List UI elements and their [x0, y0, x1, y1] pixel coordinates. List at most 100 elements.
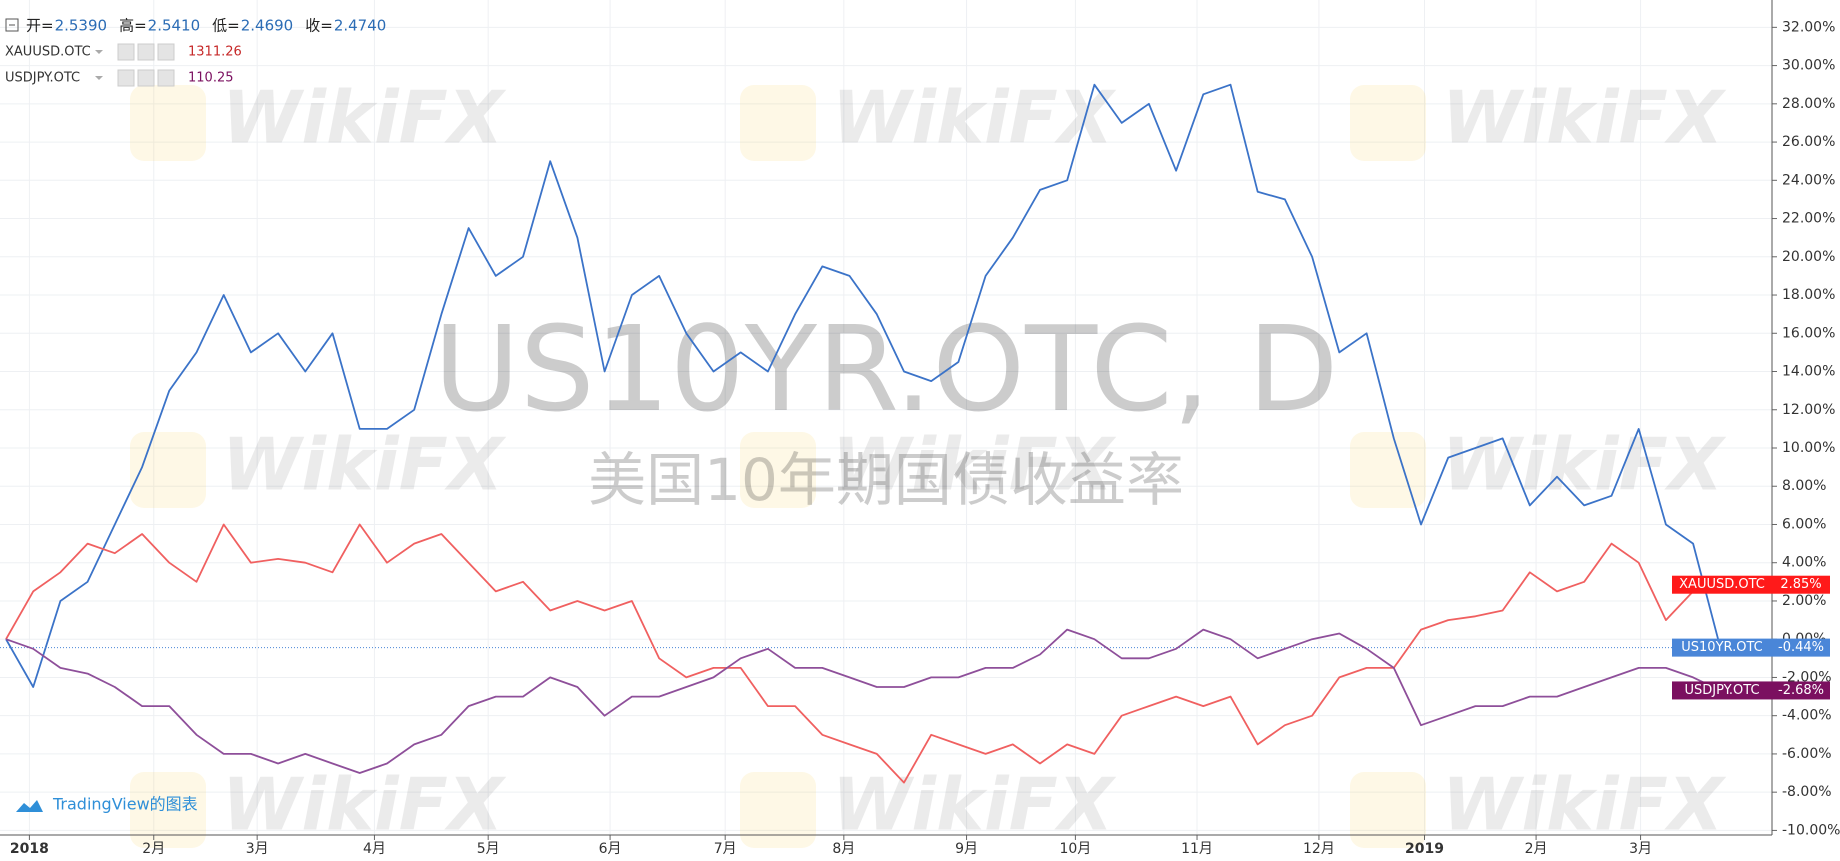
watermark-text: WikiFX — [222, 763, 507, 847]
legend-name: XAUUSD.OTC — [5, 45, 91, 60]
watermarks: WikiFX WikiFX WikiFX WikiFX WikiFX WikiFX Wiki… — [130, 76, 1727, 848]
watermark-text: WikiFX — [832, 76, 1117, 160]
y-tick-label: 20.00% — [1782, 249, 1835, 265]
y-tick-label: 2.00% — [1782, 593, 1826, 609]
y-tick-label: -10.00% — [1782, 822, 1840, 838]
y-tick-label: 28.00% — [1782, 96, 1835, 112]
y-tick-label: 26.00% — [1782, 134, 1835, 150]
y-tick-label: 12.00% — [1782, 402, 1835, 418]
ohlc-label: 高= — [119, 17, 147, 35]
watermark-text: WikiFX — [1442, 76, 1727, 160]
ohlc-value: 2.5410 — [148, 17, 201, 35]
x-tick-label: 3月 — [1629, 841, 1652, 857]
y-tick-label: -2.00% — [1782, 669, 1832, 685]
legend-dropdown — [95, 50, 103, 54]
legend-value: 1311.26 — [188, 45, 242, 60]
x-tick-label: 2月 — [1525, 841, 1548, 857]
watermark-logo — [130, 85, 206, 161]
watermark-text: WikiFX — [1442, 423, 1727, 507]
x-tick-label: 8月 — [832, 841, 855, 857]
legend-button[interactable] — [137, 43, 155, 61]
ohlc-label: 低= — [212, 17, 240, 35]
watermark-logo — [740, 772, 816, 848]
lines — [0, 83, 1772, 784]
series-line — [5, 523, 1721, 784]
legend-value: 110.25 — [188, 71, 234, 86]
x-tick-label: 2月 — [142, 841, 165, 857]
x-tick-label: 6月 — [599, 841, 622, 857]
watermark-text: WikiFX — [832, 423, 1117, 507]
legend-button[interactable] — [117, 43, 135, 61]
y-tick-label: 24.00% — [1782, 172, 1835, 188]
y-tick-label: 30.00% — [1782, 58, 1835, 74]
y-tick-label: -6.00% — [1782, 746, 1832, 762]
x-tick-label: 5月 — [477, 841, 500, 857]
watermark-logo — [1350, 85, 1426, 161]
header: 开= 2.5390 高= 2.5410 低= 2.4690 收= 2.4740 XAUUSD.O… — [5, 17, 386, 87]
y-tick-label: 14.00% — [1782, 364, 1835, 380]
watermark-text: WikiFX — [1442, 763, 1727, 847]
legend-button[interactable] — [117, 69, 135, 87]
legend-button[interactable] — [157, 43, 175, 61]
value-label-box — [1772, 575, 1830, 594]
watermark-logo — [740, 85, 816, 161]
x-tick-label: 7月 — [714, 841, 737, 857]
y-tick-label: 4.00% — [1782, 555, 1826, 571]
watermark-text: WikiFX — [832, 763, 1117, 847]
x-tick-label: 2018 — [10, 841, 49, 857]
watermark-text: WikiFX — [222, 423, 507, 507]
series-name-box — [1672, 638, 1772, 657]
x-tick-label: 3月 — [246, 841, 269, 857]
y-tick-label: 10.00% — [1782, 440, 1835, 456]
y-tick-label: 32.00% — [1782, 19, 1835, 35]
watermark-logo — [130, 772, 206, 848]
ohlc-value: 2.4740 — [334, 17, 387, 35]
x-tick-label: 11月 — [1181, 841, 1213, 857]
value-label: 2.85% — [1780, 577, 1821, 592]
watermark-logo — [1350, 772, 1426, 848]
branding: TradingView的图表 — [16, 795, 198, 814]
value-label: -2.68% — [1778, 683, 1824, 698]
legend-dropdown — [95, 76, 103, 80]
y-tick-label: 6.00% — [1782, 516, 1826, 532]
ohlc-value: 2.5390 — [55, 17, 108, 35]
watermark-logo — [130, 432, 206, 508]
series-name: XAUUSD.OTC — [1679, 577, 1765, 592]
branding-text: TradingView的图表 — [52, 795, 198, 814]
series-name: US10YR.OTC — [1681, 640, 1762, 655]
x-tick-label: 2019 — [1405, 841, 1444, 857]
y-tick-label: -8.00% — [1782, 784, 1832, 800]
x-tick-label: 4月 — [363, 841, 386, 857]
y-tick-label: 8.00% — [1782, 478, 1826, 494]
tv-logo — [16, 800, 43, 812]
ohlc-value: 2.4690 — [241, 17, 294, 35]
chart-title: US10YR.OTC, D — [433, 300, 1338, 438]
legend-button[interactable] — [157, 69, 175, 87]
x-tick-label: 10月 — [1059, 841, 1091, 857]
watermark-text: WikiFX — [222, 76, 507, 160]
series-name-box — [1672, 575, 1772, 594]
chart-subtitle: 美国10年期国债收益率 — [588, 446, 1184, 514]
ohlc-label: 收= — [305, 17, 333, 35]
x-tick-label: 9月 — [955, 841, 978, 857]
y-tick-label: 22.00% — [1782, 211, 1835, 227]
watermark-logo — [740, 432, 816, 508]
ohlc-label: 开= — [26, 17, 54, 35]
series-line — [5, 83, 1722, 688]
y-tick-label: 16.00% — [1782, 325, 1835, 341]
series-name-box — [1672, 681, 1772, 700]
y-tick-label: 18.00% — [1782, 287, 1835, 303]
legend-name: USDJPY.OTC — [5, 71, 80, 86]
series-line — [5, 628, 1721, 774]
x-tick-label: 12月 — [1303, 841, 1335, 857]
legend-button[interactable] — [137, 69, 155, 87]
value-label: -0.44% — [1778, 640, 1824, 655]
y-tick-label: -4.00% — [1782, 708, 1832, 724]
value-label-box — [1772, 638, 1830, 657]
watermark-logo — [1350, 432, 1426, 508]
value-label-box — [1772, 681, 1830, 700]
series-name: USDJPY.OTC — [1684, 683, 1759, 698]
